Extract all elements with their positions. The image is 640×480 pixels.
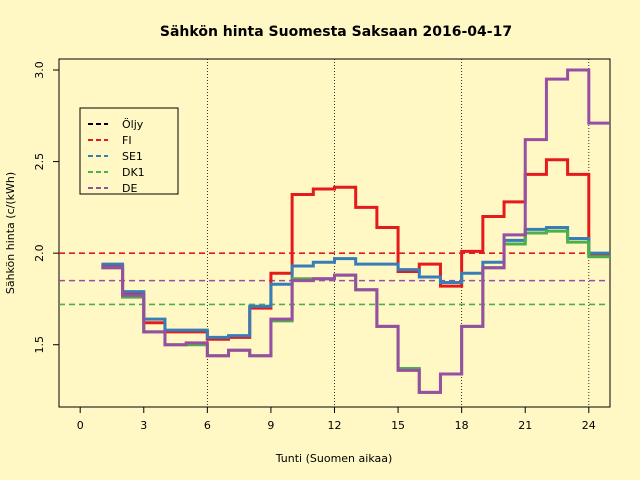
legend-label: DE: [122, 182, 137, 195]
x-tick-label: 3: [140, 419, 147, 432]
x-tick-label: 18: [455, 419, 469, 432]
legend-label: DK1: [122, 166, 145, 179]
x-tick-label: 6: [204, 419, 211, 432]
series-lines: [101, 68, 610, 394]
legend-label: FI: [122, 134, 132, 147]
y-tick-label: 1.5: [33, 336, 46, 354]
series-line: [101, 229, 610, 394]
series-line: [101, 68, 610, 394]
legend-box: [79, 107, 179, 195]
y-tick-label: 2.0: [33, 244, 46, 262]
x-tick-label: 0: [77, 419, 84, 432]
y-tick-label: 2.5: [33, 153, 46, 171]
x-tick-label: 12: [328, 419, 342, 432]
x-tick-label: 9: [267, 419, 274, 432]
legend: Öljy FI SE1 DK1 DE: [79, 107, 179, 195]
x-tick-label: 24: [582, 419, 596, 432]
legend-label: Öljy: [122, 118, 144, 131]
x-tick-label: 21: [518, 419, 532, 432]
x-tick-label: 15: [391, 419, 405, 432]
x-axis-label: Tunti (Suomen aikaa): [275, 452, 393, 465]
reference-lines: [59, 252, 610, 306]
legend-label: SE1: [122, 150, 143, 163]
y-axis: 1.5 2.0 2.5 3.0: [33, 61, 59, 353]
y-tick-label: 3.0: [33, 61, 46, 79]
chart-title: Sähkön hinta Suomesta Saksaan 2016-04-17: [160, 24, 512, 40]
y-axis-label: Sähkön hinta (c/(kWh): [4, 172, 17, 294]
x-axis: 0 3 6 9 12 15 18 21 24: [77, 407, 596, 432]
